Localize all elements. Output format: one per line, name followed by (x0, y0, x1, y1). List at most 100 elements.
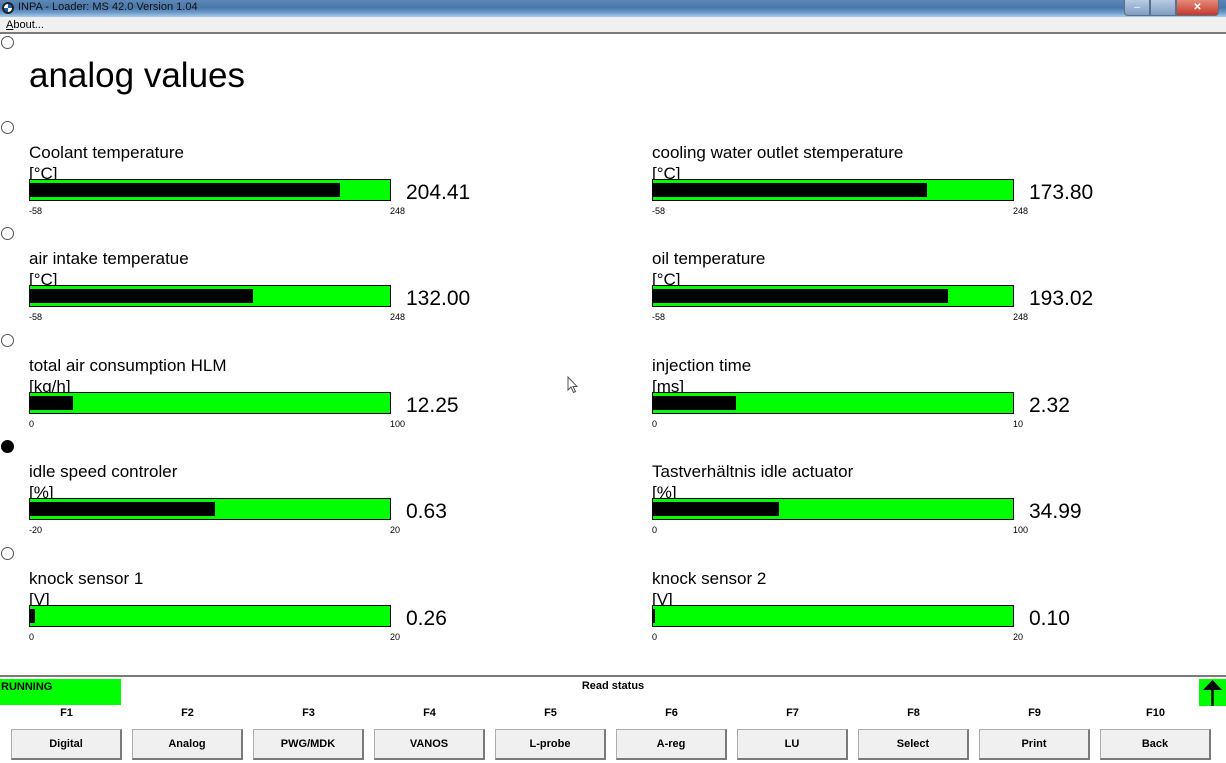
gauge-unit: [°C] (652, 164, 681, 183)
mouse-cursor-icon (567, 376, 579, 394)
gauge-fill (30, 609, 35, 623)
minimize-icon: – (1134, 2, 1140, 13)
gauge-min: 0 (652, 525, 658, 535)
fkey-label: F3 (302, 707, 315, 719)
gauge-fill (653, 289, 949, 303)
fkey-f4: F4 VANOS (374, 707, 485, 763)
gauge-unit: [V] (652, 590, 673, 609)
gauge-min: 0 (652, 419, 658, 429)
gauge-bar (29, 392, 391, 414)
fkey-label: F4 (423, 707, 436, 719)
gauge-value: 132.00 (406, 287, 471, 310)
fkey-f7: F7 LU (737, 707, 848, 763)
maximize-button[interactable]: □ (1150, 0, 1176, 16)
gauge-min: 0 (29, 419, 35, 429)
gauge-min: -20 (29, 525, 43, 535)
gauge-min: -58 (652, 206, 666, 216)
status-message: Read status (581, 680, 645, 692)
gauge-label: total air consumption HLM (29, 356, 227, 375)
radio-button[interactable] (1, 334, 14, 347)
gauge-label: Coolant temperature (29, 143, 184, 162)
gauge-cooling-water-outlet-temperature: cooling water outlet stemperature [°C] 1… (652, 143, 1112, 233)
page-title: analog values (29, 56, 245, 95)
fkey-label: F8 (907, 707, 920, 719)
gauge-label: Tastverhältnis idle actuator (652, 462, 854, 481)
menu-bar: About... (0, 17, 1226, 34)
gauge-injection-time: injection time [ms] 2.32 0 10 (652, 356, 1112, 446)
gauge-max: 248 (390, 206, 406, 216)
radio-button[interactable] (1, 547, 14, 560)
select-button[interactable]: Select (858, 729, 969, 760)
fkey-label: F2 (181, 707, 194, 719)
maximize-icon: □ (1159, 2, 1167, 13)
gauge-bar (29, 498, 391, 520)
gauge-unit: [°C] (652, 270, 681, 289)
gauge-unit: [V] (29, 590, 50, 609)
gauge-fill (653, 183, 927, 197)
gauge-max: 20 (1013, 632, 1024, 642)
gauge-min: 0 (652, 632, 658, 642)
gauge-min: -58 (652, 312, 666, 322)
gauge-value: 0.10 (1029, 607, 1070, 630)
gauge-value: 12.25 (406, 394, 459, 417)
scroll-up-button[interactable] (1199, 679, 1226, 706)
gauge-label: cooling water outlet stemperature (652, 143, 904, 162)
fkey-f2: F2 Analog (132, 707, 243, 763)
gauge-bar (29, 285, 391, 307)
gauge-unit: [%] (29, 483, 54, 502)
radio-button[interactable] (1, 227, 14, 240)
gauge-unit: [°C] (29, 164, 58, 183)
gauge-bar (652, 605, 1014, 627)
fkey-label: F6 (665, 707, 678, 719)
radio-button[interactable] (1, 440, 14, 453)
gauge-coolant-temperature: Coolant temperature [°C] 204.41 -58 248 (29, 143, 489, 233)
pwg-mdk-button[interactable]: PWG/MDK (253, 729, 364, 760)
digital-button[interactable]: Digital (11, 729, 122, 760)
analog-button[interactable]: Analog (132, 729, 243, 760)
gauge-min: -58 (29, 206, 43, 216)
lu-button[interactable]: LU (737, 729, 848, 760)
fkey-label: F10 (1146, 707, 1165, 719)
gauge-fill (30, 396, 74, 410)
gauge-air-intake-temperature: air intake temperatue [°C] 132.00 -58 24… (29, 249, 489, 339)
fkey-label: F9 (1028, 707, 1041, 719)
gauge-label: idle speed controler (29, 462, 178, 481)
bmw-logo-icon (2, 2, 14, 14)
back-button[interactable]: Back (1100, 729, 1211, 760)
gauge-bar (652, 498, 1014, 520)
radio-button[interactable] (1, 121, 14, 134)
gauge-value: 204.41 (406, 181, 471, 204)
vanos-button[interactable]: VANOS (374, 729, 485, 760)
a-reg-button[interactable]: A-reg (616, 729, 727, 760)
fkey-f1: F1 Digital (11, 707, 122, 763)
gauge-bar (652, 285, 1014, 307)
gauge-max: 248 (390, 312, 406, 322)
arrow-up-icon (1203, 680, 1222, 706)
window-title: INPA - Loader: MS 42.0 Version 1.04 (18, 1, 198, 13)
window-controls: – □ ✕ (1124, 0, 1219, 16)
minimize-button[interactable]: – (1124, 0, 1150, 16)
gauge-bar (29, 179, 391, 201)
print-button[interactable]: Print (979, 729, 1090, 760)
gauge-label: knock sensor 1 (29, 569, 144, 588)
gauge-label: injection time (652, 356, 752, 375)
gauge-unit: [%] (652, 483, 677, 502)
gauge-max: 248 (1013, 312, 1029, 322)
fkey-label: F1 (60, 707, 73, 719)
close-button[interactable]: ✕ (1176, 0, 1219, 16)
fkey-label: F7 (786, 707, 799, 719)
running-indicator: RUNNING (0, 679, 121, 705)
gauge-fill (30, 289, 254, 303)
gauge-fill (30, 183, 340, 197)
gauge-bar (652, 392, 1014, 414)
menu-item-about[interactable]: About... (6, 19, 44, 31)
radio-button[interactable] (1, 36, 14, 49)
gauge-value: 0.63 (406, 500, 447, 523)
gauge-max: 20 (390, 632, 401, 642)
gauge-idle-speed-controller: idle speed controler [%] 0.63 -20 20 (29, 462, 489, 552)
gauge-max: 248 (1013, 206, 1029, 216)
gauge-label: knock sensor 2 (652, 569, 767, 588)
l-probe-button[interactable]: L-probe (495, 729, 606, 760)
gauge-min: -58 (29, 312, 43, 322)
gauge-value: 2.32 (1029, 394, 1070, 417)
